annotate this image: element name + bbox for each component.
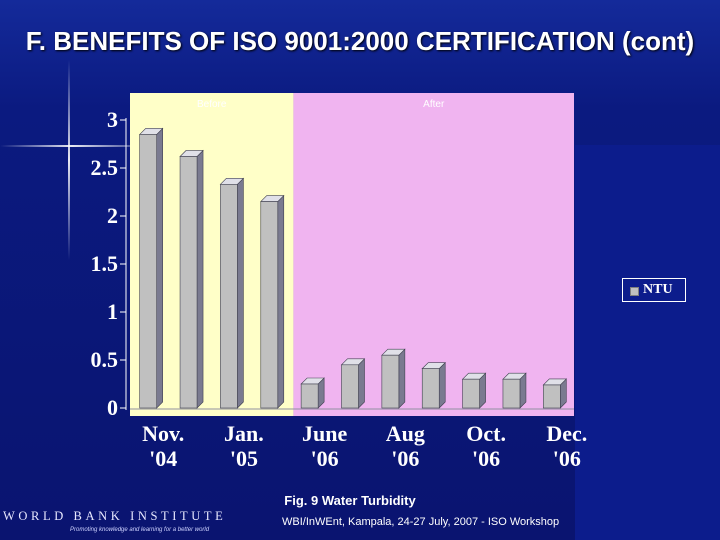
sparkle-vertical (68, 60, 70, 260)
bar-side (358, 358, 365, 409)
background-panel (575, 145, 720, 540)
bar-ntu (300, 383, 319, 409)
bar-ntu (139, 134, 157, 409)
y-tick-label: 1.5 (91, 251, 119, 276)
figure-caption: Fig. 9 Water Turbidity (284, 493, 416, 508)
bar-ntu (502, 378, 521, 409)
x-tick-label-month: Dec. (546, 421, 587, 446)
legend-swatch-ntu (630, 287, 639, 296)
bar-ntu (381, 354, 400, 409)
bar-ntu (220, 184, 238, 409)
y-tick-label: 2.5 (91, 155, 119, 180)
slide-title: F. BENEFITS OF ISO 9001:2000 CERTIFICATI… (25, 26, 695, 56)
x-tick-label-year: '05 (230, 446, 258, 471)
y-tick-label: 2 (107, 203, 118, 228)
bar-ntu (341, 364, 359, 409)
bar-ntu (543, 384, 561, 409)
region-label-after: After (423, 99, 445, 110)
legend-label-ntu: NTU (643, 282, 673, 297)
x-tick-label-month: June (302, 421, 347, 446)
sparkle-horizontal (0, 145, 160, 147)
bar-side (196, 149, 204, 409)
bar-ntu (179, 156, 198, 409)
x-tick-label-month: Nov. (142, 421, 184, 446)
x-tick-label-month: Jan. (224, 421, 264, 446)
y-tick-label: 0 (107, 395, 118, 420)
y-tick-label: 3 (107, 107, 118, 132)
bar-ntu (421, 368, 440, 409)
logo-tagline: Promoting knowledge and learning for a b… (70, 527, 210, 533)
bar-ntu (462, 378, 480, 409)
chart-legend: NTU (622, 278, 686, 302)
bar-side (398, 348, 406, 409)
x-tick-label-year: '04 (149, 446, 177, 471)
y-tick-label: 1 (107, 299, 118, 324)
bar-side (237, 177, 244, 409)
bar-side (438, 361, 446, 409)
footer-text: WBI/InWEnt, Kampala, 24-27 July, 2007 - … (282, 516, 560, 528)
y-tick-label: 0.5 (91, 347, 119, 372)
x-tick-label-year: '06 (553, 446, 581, 471)
x-tick-label-year: '06 (472, 446, 500, 471)
region-label-before: Before (197, 99, 227, 110)
bar-side (156, 127, 163, 409)
x-tick-label-month: Oct. (466, 421, 506, 446)
world-bank-institute-logo: WORLD BANK INSTITUTE (3, 509, 227, 523)
x-tick-label-month: Aug (386, 421, 425, 446)
bar-side (277, 194, 285, 409)
x-tick-label-year: '06 (391, 446, 419, 471)
region-after (293, 93, 574, 416)
x-tick-label-year: '06 (311, 446, 339, 471)
bar-ntu (260, 201, 279, 409)
